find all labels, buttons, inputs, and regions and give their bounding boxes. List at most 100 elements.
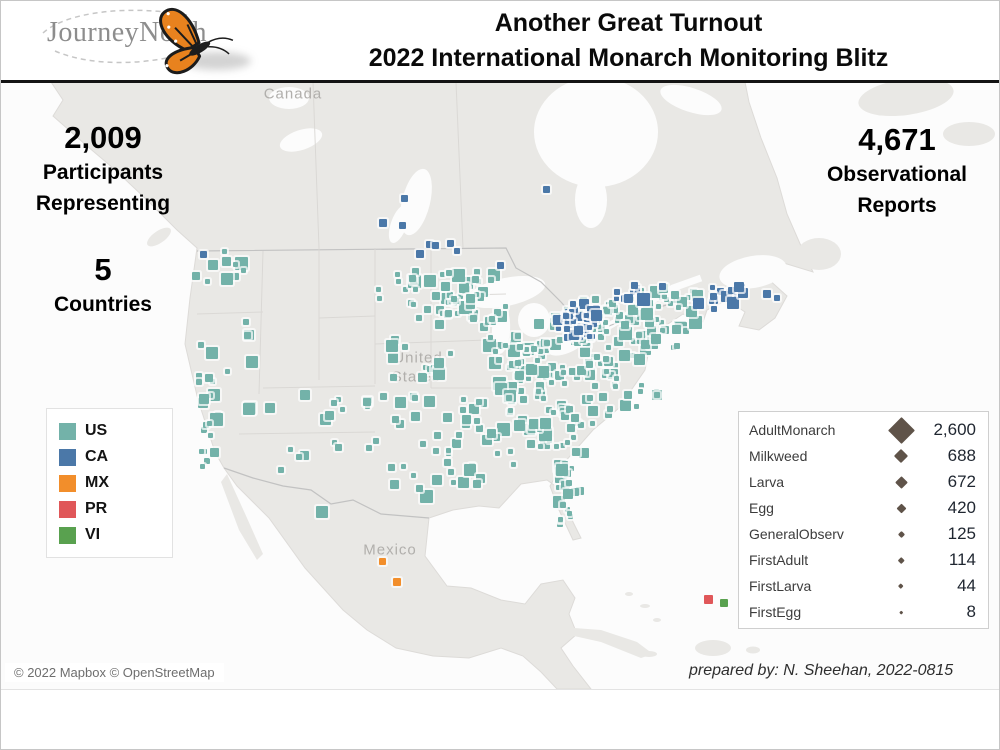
- observation-mark-us[interactable]: [246, 355, 259, 368]
- observation-mark-us[interactable]: [598, 360, 604, 366]
- observation-mark-us[interactable]: [579, 346, 590, 357]
- observation-mark-ca[interactable]: [658, 282, 666, 290]
- observation-mark-us[interactable]: [660, 328, 666, 334]
- observation-mark-ca[interactable]: [591, 309, 603, 321]
- observation-mark-ca[interactable]: [630, 290, 635, 296]
- observation-mark-us[interactable]: [365, 404, 371, 410]
- observation-mark-us[interactable]: [502, 304, 508, 310]
- observation-mark-us[interactable]: [676, 297, 687, 308]
- observation-mark-us[interactable]: [564, 506, 570, 512]
- observation-mark-us[interactable]: [534, 357, 540, 363]
- legend-item-mx[interactable]: MX: [59, 470, 172, 496]
- observation-mark-us[interactable]: [541, 396, 547, 402]
- observation-mark-us[interactable]: [415, 314, 422, 321]
- observation-mark-us[interactable]: [209, 412, 223, 426]
- size-legend-row-milkweed[interactable]: Milkweed 688: [749, 443, 976, 469]
- observation-mark-us[interactable]: [241, 268, 247, 274]
- observation-mark-us[interactable]: [475, 398, 482, 405]
- observation-mark-ca[interactable]: [568, 308, 574, 314]
- observation-mark-us[interactable]: [207, 393, 213, 399]
- observation-mark-us[interactable]: [620, 320, 629, 329]
- observation-mark-us[interactable]: [523, 349, 531, 357]
- observation-mark-us[interactable]: [647, 338, 659, 350]
- observation-mark-us[interactable]: [450, 479, 456, 485]
- observation-mark-ca[interactable]: [446, 239, 454, 247]
- observation-mark-us[interactable]: [422, 364, 428, 370]
- observation-mark-ca[interactable]: [454, 248, 460, 254]
- observation-mark-us[interactable]: [566, 479, 573, 486]
- observation-mark-us[interactable]: [396, 420, 405, 429]
- observation-mark-us[interactable]: [450, 296, 457, 303]
- legend-item-us[interactable]: US: [59, 418, 172, 444]
- legend-item-ca[interactable]: CA: [59, 444, 172, 470]
- observation-mark-us[interactable]: [671, 291, 680, 299]
- observation-mark-us[interactable]: [566, 423, 575, 432]
- observation-mark-us[interactable]: [461, 415, 471, 425]
- observation-mark-us[interactable]: [469, 314, 477, 322]
- observation-mark-us[interactable]: [612, 363, 618, 369]
- observation-mark-us[interactable]: [391, 416, 399, 424]
- observation-mark-us[interactable]: [441, 293, 453, 305]
- observation-mark-us[interactable]: [401, 464, 407, 470]
- observation-mark-us[interactable]: [539, 427, 553, 441]
- observation-mark-us[interactable]: [487, 429, 497, 439]
- observation-mark-ca[interactable]: [586, 333, 592, 339]
- observation-mark-us[interactable]: [519, 395, 527, 403]
- observation-mark-us[interactable]: [662, 294, 668, 300]
- observation-mark-us[interactable]: [528, 419, 539, 430]
- size-legend-row-egg[interactable]: Egg 420: [749, 495, 976, 521]
- size-legend-row-firstlarva[interactable]: FirstLarva 44: [749, 573, 976, 599]
- observation-mark-us[interactable]: [562, 489, 573, 500]
- observation-mark-ca[interactable]: [708, 298, 714, 304]
- observation-mark-us[interactable]: [492, 433, 500, 441]
- observation-mark-us[interactable]: [300, 389, 311, 400]
- observation-mark-us[interactable]: [671, 345, 676, 351]
- observation-mark-us[interactable]: [389, 374, 397, 382]
- observation-mark-us[interactable]: [466, 293, 476, 303]
- observation-mark-ca[interactable]: [567, 314, 573, 320]
- observation-mark-us[interactable]: [411, 267, 419, 275]
- observation-mark-us[interactable]: [221, 248, 227, 254]
- observation-mark-us[interactable]: [198, 393, 209, 404]
- observation-mark-us[interactable]: [265, 403, 276, 414]
- observation-mark-us[interactable]: [557, 337, 563, 344]
- observation-mark-us[interactable]: [613, 384, 619, 390]
- observation-mark-us[interactable]: [605, 302, 611, 308]
- observation-mark-us[interactable]: [492, 348, 498, 354]
- observation-mark-us[interactable]: [571, 435, 577, 441]
- observation-mark-us[interactable]: [434, 357, 445, 368]
- observation-mark-us[interactable]: [534, 318, 545, 329]
- observation-mark-us[interactable]: [607, 405, 614, 412]
- observation-mark-us[interactable]: [537, 444, 543, 450]
- observation-mark-us[interactable]: [604, 329, 610, 335]
- observation-mark-us[interactable]: [557, 516, 563, 522]
- observation-mark-us[interactable]: [566, 511, 572, 517]
- observation-mark-us[interactable]: [507, 345, 520, 358]
- observation-mark-us[interactable]: [577, 365, 587, 375]
- observation-mark-us[interactable]: [554, 371, 564, 381]
- observation-mark-us[interactable]: [495, 356, 502, 363]
- observation-mark-us[interactable]: [581, 395, 591, 405]
- observation-mark-us[interactable]: [540, 417, 552, 429]
- observation-mark-us[interactable]: [560, 365, 566, 371]
- observation-mark-us[interactable]: [514, 359, 521, 366]
- observation-mark-us[interactable]: [556, 464, 569, 477]
- observation-mark-us[interactable]: [534, 388, 545, 399]
- size-legend-row-generalobserv[interactable]: GeneralObserv 125: [749, 521, 976, 547]
- observation-mark-us[interactable]: [526, 375, 532, 381]
- observation-mark-us[interactable]: [592, 296, 600, 304]
- observation-mark-us[interactable]: [244, 332, 252, 340]
- observation-mark-ca[interactable]: [613, 295, 619, 301]
- observation-mark-us[interactable]: [640, 308, 653, 321]
- observation-mark-ca[interactable]: [582, 324, 589, 330]
- observation-mark-us[interactable]: [591, 354, 598, 361]
- observation-mark-us[interactable]: [603, 368, 609, 374]
- legend-swatch-ca[interactable]: [59, 448, 76, 466]
- observation-mark-us[interactable]: [590, 421, 596, 427]
- observation-mark-us[interactable]: [411, 395, 418, 402]
- observation-mark-us[interactable]: [493, 309, 501, 317]
- observation-mark-us[interactable]: [547, 438, 553, 444]
- observation-mark-ca[interactable]: [738, 287, 749, 298]
- observation-mark-us[interactable]: [683, 327, 690, 334]
- observation-mark-us[interactable]: [331, 399, 338, 406]
